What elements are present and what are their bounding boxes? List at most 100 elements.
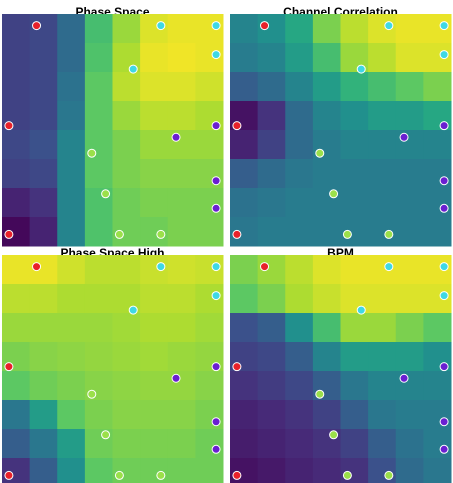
marker-point bbox=[342, 470, 352, 480]
heatmap-cell bbox=[312, 255, 341, 285]
heatmap-cell bbox=[368, 429, 397, 459]
heatmap-cell bbox=[2, 43, 31, 73]
heatmap-cell bbox=[312, 43, 341, 73]
heatmap-cell bbox=[368, 342, 397, 372]
heatmap-cell bbox=[340, 72, 369, 102]
heatmap-cell bbox=[29, 130, 58, 160]
marker-point bbox=[128, 305, 138, 315]
heatmap-cell bbox=[423, 217, 452, 247]
heatmap-cell bbox=[84, 43, 113, 73]
heatmap-cell bbox=[84, 72, 113, 102]
heatmap-cell bbox=[57, 429, 86, 459]
marker-point bbox=[399, 132, 409, 142]
heatmap-cell bbox=[395, 217, 424, 247]
heatmap-cell bbox=[285, 313, 314, 343]
heatmap-cell bbox=[368, 43, 397, 73]
heatmap-cell bbox=[423, 72, 452, 102]
heatmap-cell bbox=[195, 429, 224, 459]
heatmap-cell bbox=[368, 130, 397, 160]
heatmap-cell bbox=[312, 72, 341, 102]
heatmap-cell bbox=[57, 188, 86, 218]
marker-point bbox=[211, 417, 221, 427]
heatmap-cell bbox=[257, 159, 286, 189]
heatmap-cell bbox=[2, 130, 31, 160]
heatmap-cell bbox=[285, 159, 314, 189]
heatmap-cell bbox=[140, 429, 169, 459]
heatmap-cell bbox=[285, 14, 314, 44]
heatmap-cell bbox=[230, 400, 259, 430]
heatmap-cell bbox=[29, 159, 58, 189]
heatmap-cell bbox=[230, 72, 259, 102]
heatmap-cell bbox=[2, 313, 31, 343]
heatmap-cell bbox=[230, 159, 259, 189]
marker-point bbox=[439, 444, 449, 454]
heatmap-cell bbox=[395, 284, 424, 314]
heatmap-cell bbox=[285, 458, 314, 483]
heatmap-cell bbox=[395, 458, 424, 483]
heatmap-cell bbox=[257, 429, 286, 459]
heatmap-cell bbox=[395, 159, 424, 189]
heatmap-cell bbox=[140, 284, 169, 314]
heatmap-cell bbox=[57, 400, 86, 430]
heatmap-cell bbox=[140, 342, 169, 372]
heatmap-cell bbox=[368, 72, 397, 102]
heatmap-cell bbox=[340, 429, 369, 459]
heatmap-cell bbox=[112, 371, 141, 401]
heatmap-cell bbox=[84, 342, 113, 372]
heatmap-cell bbox=[140, 101, 169, 131]
heatmap-cell bbox=[395, 188, 424, 218]
heatmap-cell bbox=[167, 159, 196, 189]
marker-point bbox=[260, 21, 270, 31]
marker-point bbox=[211, 176, 221, 186]
heatmap-cell bbox=[395, 130, 424, 160]
heatmap-cell bbox=[230, 313, 259, 343]
heatmap-cell bbox=[84, 159, 113, 189]
heatmap-cell bbox=[112, 159, 141, 189]
heatmap-cell bbox=[29, 458, 58, 483]
marker-point bbox=[384, 470, 394, 480]
marker-point bbox=[232, 121, 242, 131]
heatmap-cell bbox=[112, 342, 141, 372]
heatmap-cell bbox=[112, 72, 141, 102]
heatmap-cell bbox=[395, 342, 424, 372]
marker-point bbox=[384, 262, 394, 272]
heatmap-cell bbox=[257, 217, 286, 247]
heatmap-cell bbox=[84, 284, 113, 314]
heatmap-cell bbox=[112, 130, 141, 160]
heatmap-cell bbox=[285, 284, 314, 314]
heatmap-cell bbox=[285, 43, 314, 73]
marker-point bbox=[315, 148, 325, 158]
heatmap-cell bbox=[257, 458, 286, 483]
heatmap-cell bbox=[57, 72, 86, 102]
marker-point bbox=[114, 470, 124, 480]
heatmap-cell bbox=[395, 255, 424, 285]
heatmap-cell bbox=[29, 371, 58, 401]
marker-point bbox=[128, 64, 138, 74]
marker-point bbox=[356, 305, 366, 315]
heatmap-cell bbox=[340, 14, 369, 44]
marker-point bbox=[439, 262, 449, 272]
heatmap-cell bbox=[395, 14, 424, 44]
heatmap-cell bbox=[423, 313, 452, 343]
heatmap-cell bbox=[230, 284, 259, 314]
heatmap-cell bbox=[167, 43, 196, 73]
heatmap-cell bbox=[29, 217, 58, 247]
heatmap-cell bbox=[230, 255, 259, 285]
heatmap-cell bbox=[257, 342, 286, 372]
heatmap-cell bbox=[2, 72, 31, 102]
heatmap-cell bbox=[285, 101, 314, 131]
marker-point bbox=[439, 50, 449, 60]
heatmap-cell bbox=[368, 400, 397, 430]
heatmap-cell bbox=[84, 458, 113, 483]
marker-point bbox=[211, 21, 221, 31]
heatmap-cell bbox=[257, 72, 286, 102]
marker-point bbox=[4, 362, 14, 372]
heatmap-cell bbox=[257, 43, 286, 73]
heatmap-cell bbox=[195, 188, 224, 218]
marker-point bbox=[384, 229, 394, 239]
heatmap-cell bbox=[195, 400, 224, 430]
marker-point bbox=[232, 229, 242, 239]
heatmap-cell bbox=[57, 371, 86, 401]
heatmap-cell bbox=[57, 101, 86, 131]
marker-point bbox=[211, 362, 221, 372]
